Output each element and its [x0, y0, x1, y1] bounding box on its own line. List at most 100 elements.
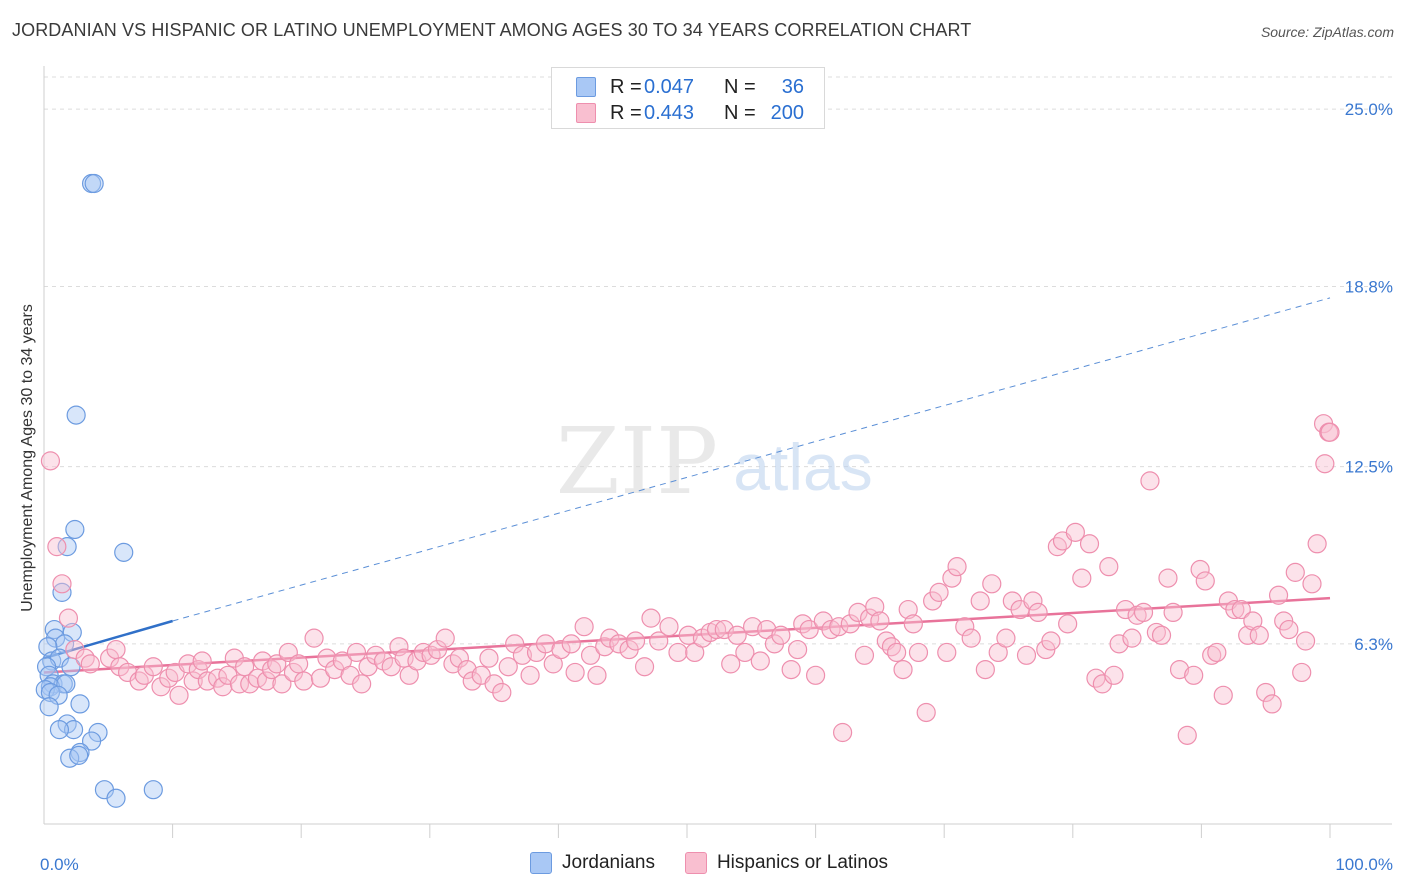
- y-tick-label: 6.3%: [1354, 635, 1393, 654]
- jordanian-point: [40, 682, 61, 703]
- hispanic-point: [294, 671, 314, 691]
- hispanic-point: [805, 665, 826, 685]
- hispanic-point: [1213, 685, 1233, 705]
- hispanic-point: [634, 657, 655, 677]
- hispanic-point: [1122, 628, 1142, 648]
- hispanic-point: [641, 608, 661, 628]
- hispanic-point: [771, 625, 791, 645]
- hispanic-point: [143, 657, 163, 677]
- r-value: 0.047: [644, 75, 695, 98]
- hispanic-point: [1140, 471, 1160, 491]
- hispanic-point: [1058, 614, 1078, 634]
- hispanic-point: [317, 648, 337, 668]
- hispanic-point: [1028, 602, 1048, 623]
- source-label: Source: ZipAtlas.com: [1260, 24, 1394, 40]
- hispanic-point: [1016, 645, 1037, 665]
- jordanian-point: [42, 651, 62, 671]
- jordanian-point: [56, 674, 76, 694]
- jordanian-point: [143, 780, 163, 800]
- hispanic-point: [47, 537, 67, 557]
- hispanic-point: [1072, 568, 1092, 588]
- legend-swatch-hispanics: [684, 852, 707, 874]
- hispanic-point: [1292, 662, 1312, 683]
- hispanic-point: [908, 642, 929, 663]
- hispanic-point: [898, 599, 918, 620]
- hispanic-point: [1065, 522, 1085, 542]
- hispanic-point: [865, 597, 885, 617]
- hispanic-point: [106, 639, 126, 660]
- hispanic-point: [1195, 571, 1215, 591]
- hispanic-point: [565, 662, 585, 683]
- jordanian-point: [63, 720, 84, 740]
- hispanic-point: [840, 614, 860, 634]
- jordanian-point: [38, 637, 58, 657]
- hispanic-point: [110, 657, 130, 677]
- hispanic-point: [1104, 665, 1124, 685]
- hispanic-point: [1079, 534, 1100, 554]
- hispanic-point: [996, 628, 1016, 648]
- hispanic-point: [413, 642, 433, 663]
- hispanic-point: [551, 639, 571, 660]
- hispanic-point: [942, 568, 962, 588]
- hispanic-point: [587, 665, 607, 685]
- jordanians-stats-swatch: [576, 77, 596, 97]
- hispanic-point: [929, 582, 949, 602]
- watermark-atlas: atlas: [733, 430, 872, 504]
- hispanic-point: [178, 654, 198, 674]
- hispanic-trend-line: [43, 596, 1331, 674]
- hispanic-point: [1158, 568, 1178, 588]
- hispanic-point: [870, 611, 890, 631]
- hispanic-point: [833, 722, 853, 743]
- legend-label-jordanians: Jordanians: [562, 852, 655, 873]
- hispanic-point: [750, 651, 770, 671]
- hispanic-point: [1099, 557, 1119, 577]
- r-label: R =: [610, 75, 642, 98]
- hispanic-point: [742, 617, 763, 637]
- jordanian-point: [84, 173, 104, 194]
- hispanic-point: [1225, 599, 1245, 620]
- watermark-zip: ZIP: [556, 408, 718, 515]
- jordanian-point: [69, 745, 89, 765]
- n-value: 200: [770, 101, 804, 124]
- hispanic-point: [1151, 625, 1172, 645]
- hispanic-point: [1047, 537, 1067, 557]
- hispanic-point: [1177, 725, 1197, 745]
- hispanic-point: [893, 659, 913, 680]
- jordanian-point: [39, 697, 59, 717]
- hispanic-point: [1262, 694, 1282, 714]
- hispanic-point: [267, 654, 287, 674]
- hispanic-point: [1243, 611, 1263, 631]
- hispanic-point: [183, 671, 203, 691]
- hispanic-point: [1315, 454, 1335, 474]
- hispanic-point: [457, 659, 477, 680]
- hispanic-point: [272, 674, 292, 694]
- legend-item-hispanics[interactable]: Hispanics or Latinos: [684, 852, 888, 874]
- hispanic-point: [289, 654, 309, 674]
- hispanic-point: [735, 642, 755, 663]
- hispanic-point: [1268, 585, 1289, 605]
- hispanic-point: [955, 617, 975, 637]
- jordanian-point: [49, 720, 70, 740]
- hispanic-point: [1249, 625, 1269, 645]
- hispanic-point: [668, 642, 688, 663]
- hispanic-point: [692, 628, 713, 648]
- hispanic-point: [1133, 602, 1154, 623]
- hispanic-point: [1041, 631, 1061, 651]
- hispanic-point: [1169, 659, 1190, 680]
- x-tick-label: 0.0%: [40, 855, 79, 874]
- hispanic-point: [449, 648, 469, 668]
- hispanic-point: [75, 648, 95, 668]
- hispanic-point: [982, 574, 1002, 594]
- hispanic-point: [781, 659, 801, 680]
- hispanic-point: [304, 628, 324, 648]
- legend-item-jordanians[interactable]: Jordanians: [530, 852, 655, 874]
- hispanic-point: [1307, 534, 1327, 554]
- r-value: 0.443: [644, 101, 695, 124]
- hispanic-point: [970, 591, 990, 611]
- hispanic-point: [352, 674, 372, 694]
- hispanic-point: [903, 614, 923, 634]
- hispanic-point: [721, 654, 741, 674]
- hispanic-point: [129, 671, 149, 691]
- hispanic-point: [727, 625, 747, 645]
- hispanic-point: [1184, 665, 1204, 685]
